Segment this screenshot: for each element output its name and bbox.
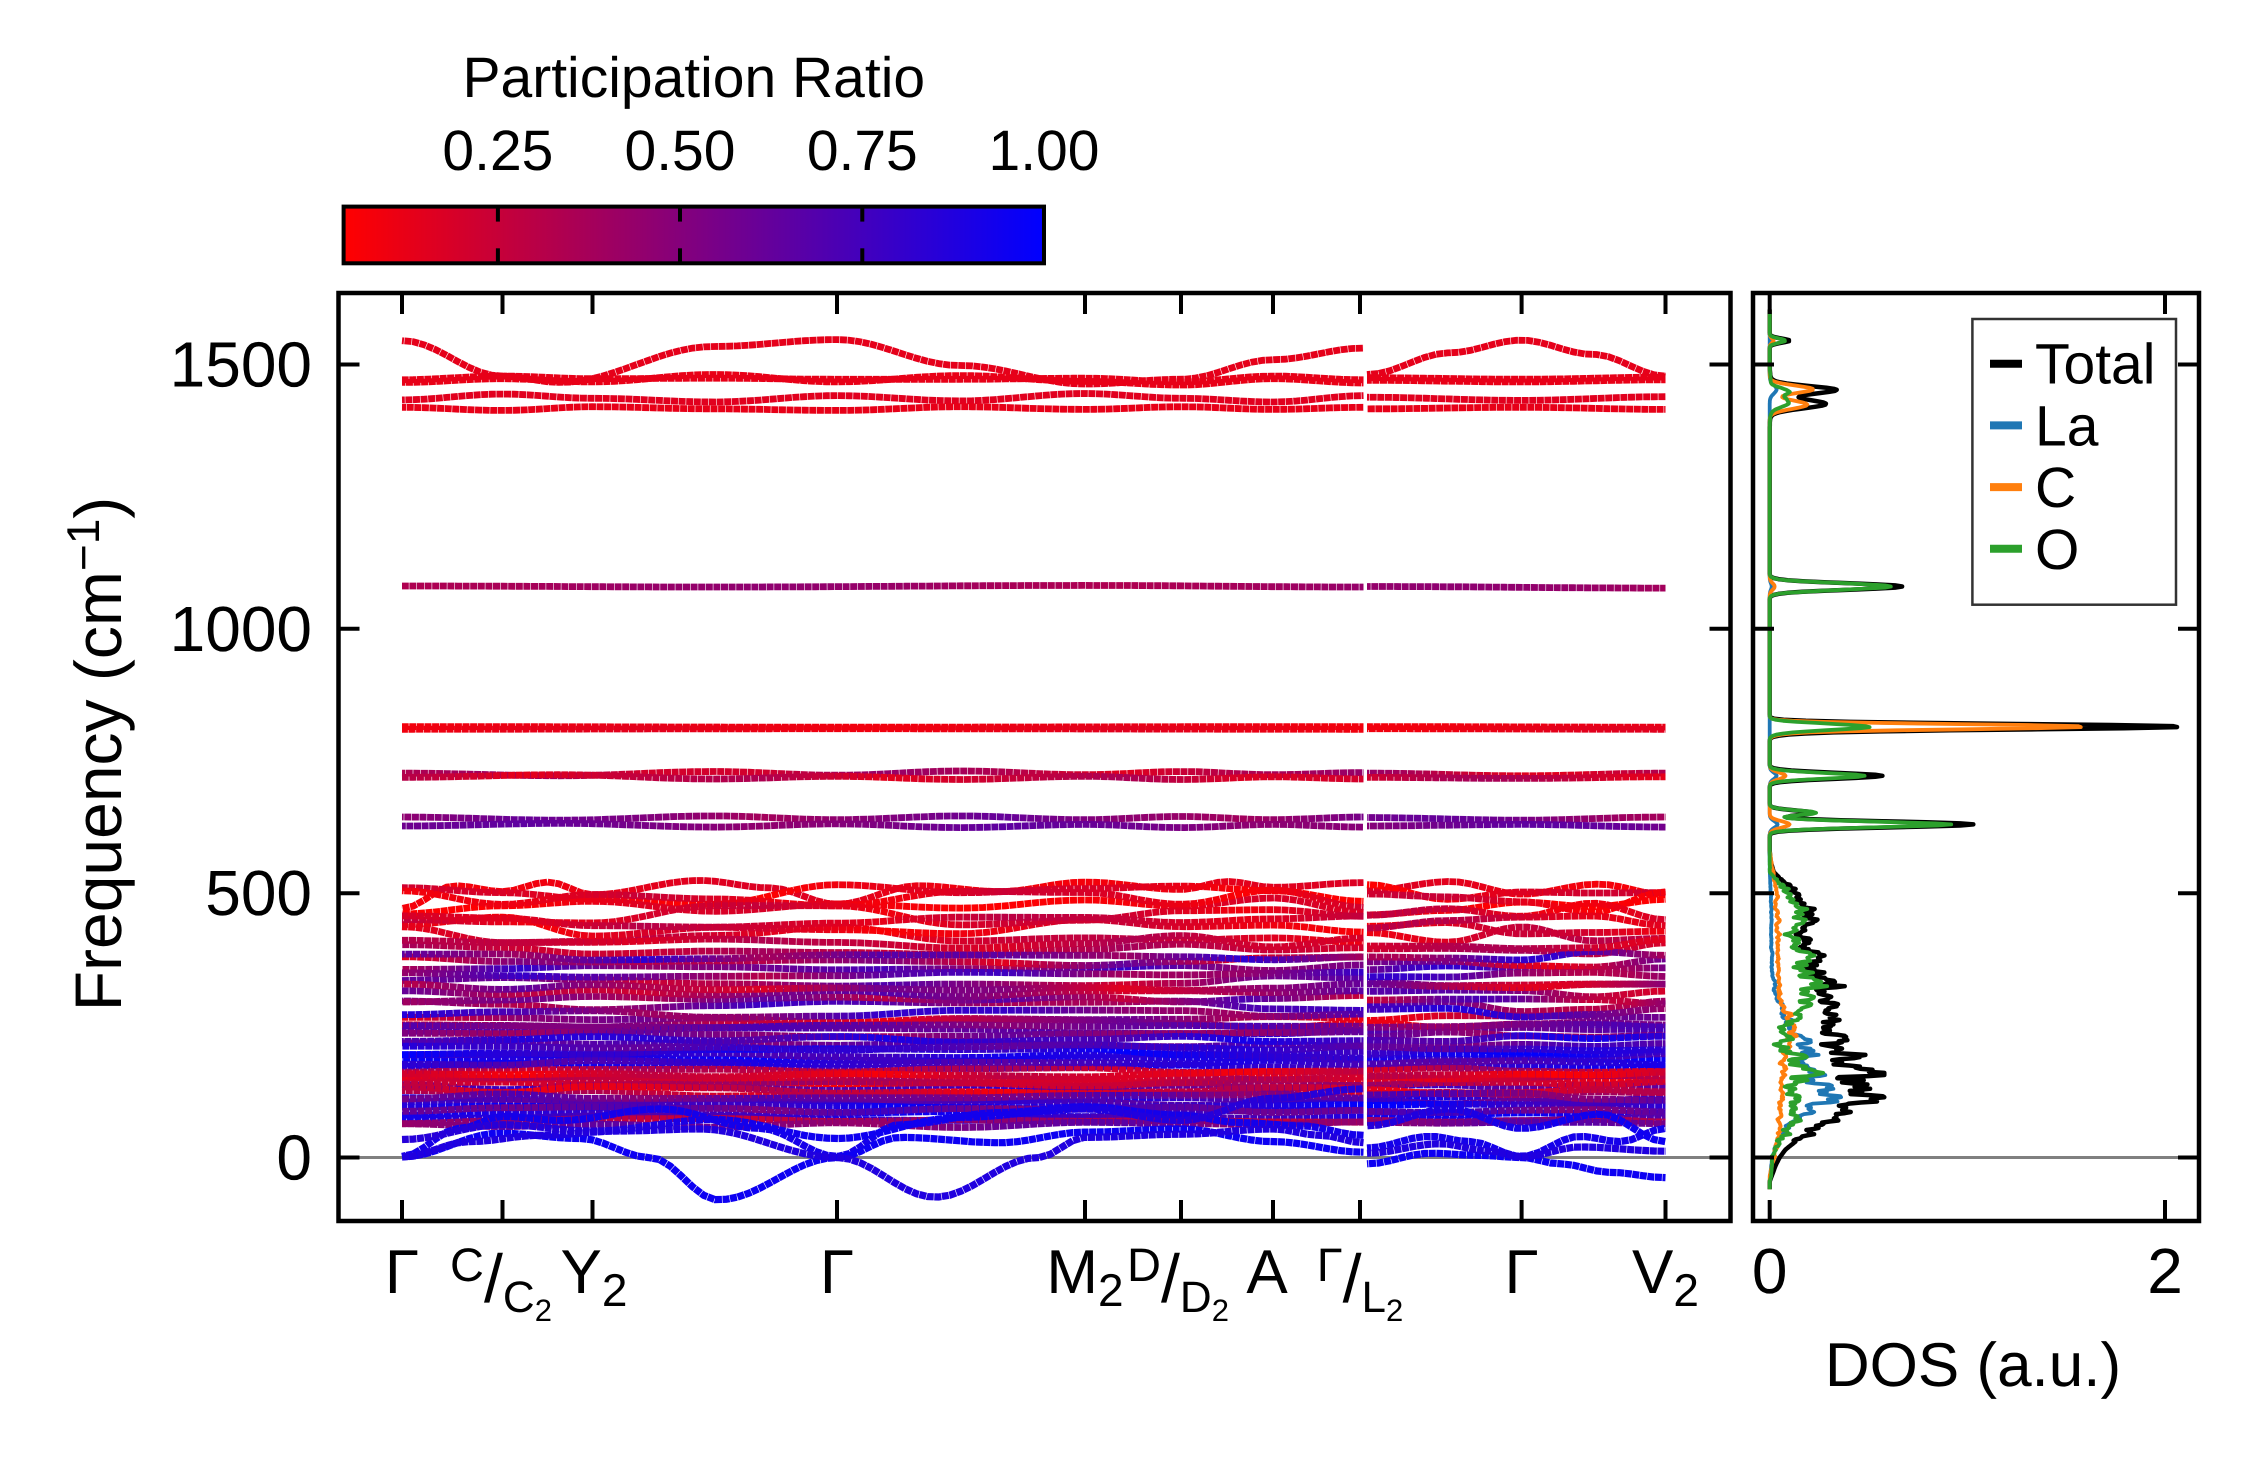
svg-text:Participation Ratio: Participation Ratio: [463, 46, 926, 110]
svg-text:0.50: 0.50: [625, 119, 736, 183]
svg-text:V2: V2: [1632, 1238, 1699, 1316]
svg-text:C: C: [2035, 456, 2076, 520]
svg-text:DOS (a.u.): DOS (a.u.): [1825, 1331, 2121, 1400]
svg-text:Γ: Γ: [385, 1238, 419, 1307]
svg-text:C/C2: C/C2: [450, 1238, 552, 1328]
svg-text:0.25: 0.25: [442, 119, 553, 183]
svg-text:2: 2: [2147, 1235, 2183, 1307]
svg-text:1.00: 1.00: [989, 119, 1100, 183]
svg-text:A: A: [1246, 1238, 1288, 1307]
svg-text:Γ: Γ: [1505, 1238, 1539, 1307]
svg-text:1500: 1500: [170, 329, 312, 401]
svg-text:O: O: [2035, 518, 2079, 582]
svg-text:Frequency (cm−1): Frequency (cm−1): [57, 497, 135, 1012]
svg-text:0: 0: [276, 1122, 312, 1194]
svg-text:0.75: 0.75: [807, 119, 918, 183]
svg-text:Total: Total: [2035, 333, 2155, 397]
svg-text:Γ/L2: Γ/L2: [1317, 1238, 1404, 1328]
svg-text:D/D2: D/D2: [1127, 1238, 1229, 1328]
svg-text:500: 500: [205, 857, 312, 929]
svg-text:1000: 1000: [170, 593, 312, 665]
svg-text:0: 0: [1752, 1235, 1788, 1307]
svg-text:La: La: [2035, 394, 2099, 458]
svg-text:Γ: Γ: [820, 1238, 854, 1307]
